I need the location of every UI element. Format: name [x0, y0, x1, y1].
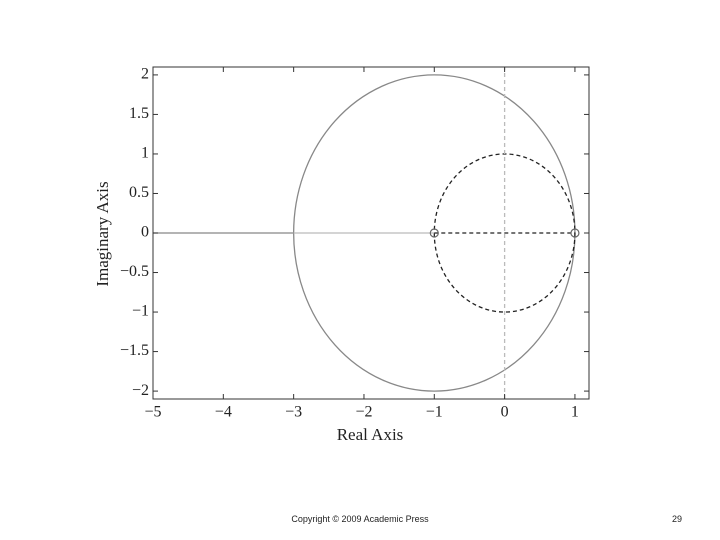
y-tick-label: 2: [141, 66, 149, 83]
x-tick-label: −5: [144, 404, 161, 421]
y-tick-label: 1: [141, 145, 149, 162]
y-tick-label: −1.5: [120, 342, 149, 359]
zero-marker: [429, 228, 439, 238]
y-tick-label: 0: [141, 224, 149, 241]
x-tick-label: −1: [426, 404, 443, 421]
y-tick-label: −0.5: [120, 263, 149, 280]
x-axis-label: Real Axis: [337, 425, 404, 444]
zero-marker: [570, 228, 580, 238]
y-tick-label: −1: [132, 303, 149, 320]
copyright: Copyright © 2009 Academic Press: [291, 514, 429, 524]
y-tick-label: −2: [132, 382, 149, 399]
x-tick-label: −4: [215, 404, 232, 421]
y-tick-label: 0.5: [129, 184, 149, 201]
x-tick-label: 0: [501, 404, 509, 421]
x-tick-label: 1: [571, 404, 579, 421]
page-number: 29: [672, 514, 682, 524]
x-tick-label: −3: [285, 404, 302, 421]
x-tick-label: −2: [355, 404, 372, 421]
y-tick-label: 1.5: [129, 105, 149, 122]
y-axis-label: Imaginary Axis: [93, 181, 112, 286]
